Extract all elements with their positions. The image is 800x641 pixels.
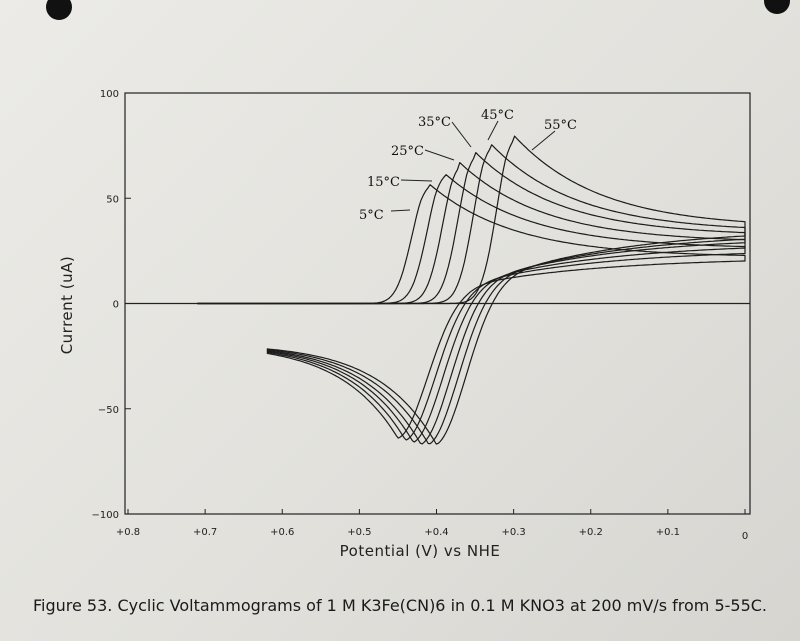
x-tick-label: +0.5 bbox=[347, 527, 371, 538]
x-tick-label: +0.8 bbox=[116, 527, 140, 538]
temperature-label: 55°C bbox=[544, 118, 577, 133]
x-axis-title: Potential (V) vs NHE bbox=[340, 542, 501, 560]
cv-curve bbox=[197, 184, 746, 439]
x-tick-label: +0.6 bbox=[270, 527, 294, 538]
leader-line bbox=[424, 149, 455, 161]
y-tick-label: 100 bbox=[100, 89, 119, 100]
cv-curve bbox=[197, 174, 746, 441]
temperature-label: 45°C bbox=[481, 108, 514, 123]
binder-hole-left bbox=[46, 0, 72, 20]
annotations: 5°C 15°C 25°C 35°C 45°C 55°C bbox=[359, 108, 577, 223]
x-tick-label: +0.2 bbox=[579, 527, 603, 538]
leader-line bbox=[487, 120, 499, 141]
temperature-label: 35°C bbox=[418, 115, 451, 130]
x-axis: +0.8 +0.7 +0.6 +0.5 +0.4 +0.3 +0.2 +0.1 0 bbox=[116, 509, 748, 542]
y-tick-label: −50 bbox=[98, 405, 119, 416]
x-tick-label: +0.1 bbox=[656, 527, 680, 538]
leader-line bbox=[451, 121, 472, 148]
binder-hole-right bbox=[764, 0, 790, 14]
x-tick-label: 0 bbox=[742, 531, 748, 542]
y-tick-label: −100 bbox=[92, 510, 119, 521]
figure-caption: Figure 53. Cyclic Voltammograms of 1 M K… bbox=[32, 596, 768, 615]
x-tick-label: +0.4 bbox=[424, 527, 448, 538]
temperature-label: 15°C bbox=[367, 175, 400, 190]
y-tick-label: 0 bbox=[113, 300, 119, 311]
y-tick-label: 50 bbox=[106, 194, 119, 205]
x-tick-label: +0.3 bbox=[501, 527, 525, 538]
x-tick-label: +0.7 bbox=[193, 527, 217, 538]
leader-line bbox=[400, 179, 433, 182]
y-axis-title: Current (uA) bbox=[58, 256, 76, 355]
leader-line bbox=[531, 130, 556, 151]
temperature-label: 5°C bbox=[359, 208, 384, 223]
series-group bbox=[197, 135, 746, 445]
temperature-label: 25°C bbox=[391, 144, 424, 159]
cv-curve bbox=[197, 144, 746, 445]
cv-curve bbox=[197, 135, 746, 445]
cv-curve bbox=[197, 162, 746, 443]
y-axis: 100 50 0 −50 −100 bbox=[92, 89, 131, 521]
leader-line bbox=[390, 209, 411, 212]
